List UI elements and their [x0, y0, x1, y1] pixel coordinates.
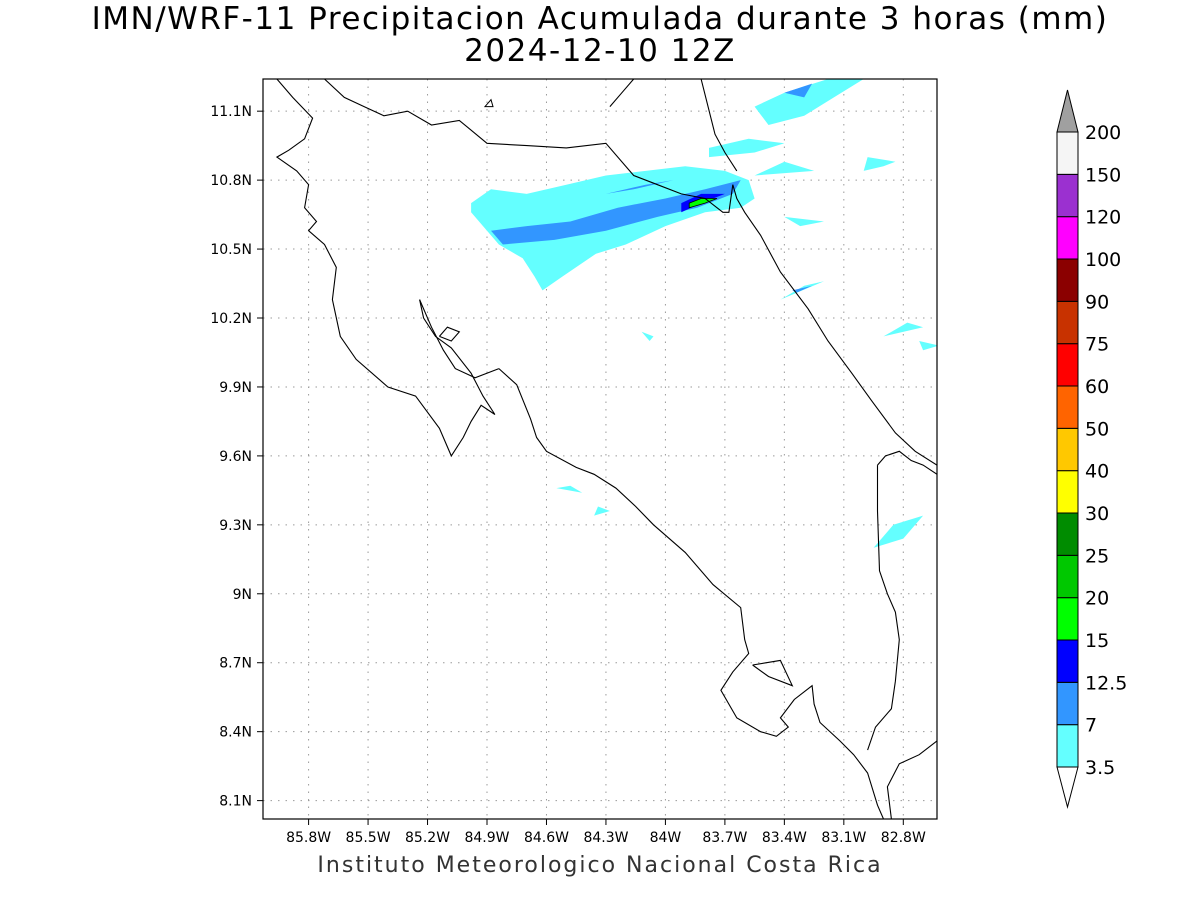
legend-level-label: 30 — [1085, 503, 1109, 525]
islet-outline — [483, 98, 494, 108]
legend-color-box — [1056, 427, 1079, 472]
y-tick-label: 8.4N — [219, 725, 252, 741]
y-tick-label: 9.3N — [219, 518, 252, 534]
legend-color-box — [1056, 639, 1079, 683]
legend-level-label: 12.5 — [1085, 672, 1127, 694]
coastline — [275, 79, 496, 458]
precip-area-15-20mm — [688, 198, 718, 209]
y-tick-label: 9N — [233, 587, 252, 603]
precip-area-3_5-7mm — [556, 485, 583, 493]
x-tick-label: 84.3W — [583, 830, 628, 846]
footer-credit: Instituto Meteorologico Nacional Costa R… — [317, 853, 883, 878]
legend-level-label: 100 — [1085, 249, 1121, 271]
precip-area-7-12_5mm — [784, 83, 813, 98]
coastline — [877, 450, 937, 475]
x-tick-label: 83.7W — [702, 830, 747, 846]
legend-level-label: 90 — [1085, 291, 1109, 313]
x-tick-label: 83.1W — [821, 830, 866, 846]
legend-color-box — [1056, 300, 1079, 345]
legend-color-box — [1056, 131, 1079, 175]
precip-area-3_5-7mm — [754, 161, 815, 176]
precip-area-7-12_5mm — [792, 285, 813, 293]
legend-level-label: 75 — [1085, 334, 1109, 356]
legend-arrow-low — [1056, 766, 1079, 809]
x-tick-label: 85.2W — [405, 830, 450, 846]
precip-area-3_5-7mm — [594, 506, 610, 516]
x-tick-label: 82.8W — [881, 830, 926, 846]
y-tick-label: 10.2N — [210, 311, 252, 327]
precip-area-3_5-7mm — [863, 157, 896, 171]
map-frame — [262, 78, 938, 820]
legend-level-label: 7 — [1085, 715, 1097, 737]
y-tick-label: 10.8N — [210, 173, 252, 189]
x-tick-label: 84.6W — [524, 830, 569, 846]
precip-area-3_5-7mm — [709, 138, 785, 158]
legend-color-box — [1056, 385, 1079, 429]
legend-level-label: 50 — [1085, 418, 1109, 440]
color-legend: 3.5 7 12.5 15 20 25 30 40 50 60 75 90 100 120 150 200 — [1056, 89, 1127, 809]
precip-area-3_5-7mm — [784, 216, 824, 227]
legend-color-box — [1056, 173, 1079, 218]
coastline — [498, 368, 937, 819]
coastline — [700, 79, 738, 172]
coastline — [609, 79, 635, 107]
y-tick-label: 10.5N — [210, 242, 252, 258]
x-axis-ticks: 85.8W 85.5W 85.2W 84.9W 84.6W 84.3W 84W 83.7W 83… — [286, 819, 926, 846]
precipitation-layer — [471, 79, 937, 548]
legend-color-box — [1056, 681, 1079, 726]
x-tick-label: 85.8W — [286, 830, 331, 846]
legend-color-box — [1056, 597, 1079, 641]
legend-level-label: 15 — [1085, 630, 1109, 652]
x-tick-label: 85.5W — [346, 830, 391, 846]
precip-area-3_5-7mm — [754, 79, 864, 125]
legend-level-label: 3.5 — [1085, 757, 1115, 779]
precip-area-7-12_5mm — [605, 180, 674, 194]
y-tick-label: 11.1N — [210, 104, 252, 120]
legend-color-box — [1056, 343, 1079, 387]
coastline — [438, 326, 461, 342]
precip-area-7-12_5mm — [491, 180, 741, 245]
y-axis-ticks: 11.1N 10.8N 10.5N 10.2N 9.9N 9.6N 9.3N 9N 8.7N 8.… — [210, 104, 263, 810]
precip-area-12_5-15mm — [681, 193, 725, 213]
y-tick-label: 9.9N — [219, 380, 252, 396]
legend-color-box — [1056, 216, 1079, 260]
precip-area-3_5-7mm — [780, 281, 824, 300]
coastline — [867, 465, 900, 751]
legend-level-label: 20 — [1085, 588, 1109, 610]
x-tick-label: 84.9W — [464, 830, 509, 846]
x-tick-label: 84W — [650, 830, 682, 846]
legend-level-label: 150 — [1085, 164, 1121, 186]
coastline-layer — [275, 79, 937, 819]
legend-color-box — [1056, 470, 1079, 514]
legend-arrow-high — [1056, 89, 1079, 133]
chart-title: IMN/WRF-11 Precipitacion Acumulada duran… — [91, 1, 1109, 37]
coastline — [324, 79, 937, 466]
y-tick-label: 8.1N — [219, 794, 252, 810]
precip-area-3_5-7mm — [641, 331, 654, 341]
chart-subtitle-date: 2024-12-10 12Z — [464, 33, 736, 69]
legend-level-label: 60 — [1085, 376, 1109, 398]
legend-level-label: 200 — [1085, 122, 1121, 144]
legend-color-box — [1056, 512, 1079, 556]
coastline — [752, 659, 794, 687]
legend-color-box — [1056, 258, 1079, 302]
precip-area-3_5-7mm — [919, 341, 937, 351]
legend-level-label: 40 — [1085, 461, 1109, 483]
y-tick-label: 8.7N — [219, 656, 252, 672]
precip-area-3_5-7mm — [883, 322, 924, 337]
legend-level-label: 25 — [1085, 545, 1109, 567]
legend-color-box — [1056, 724, 1079, 768]
coastline — [419, 299, 500, 379]
y-tick-label: 9.6N — [219, 449, 252, 465]
legend-color-box — [1056, 554, 1079, 599]
x-tick-label: 83.4W — [762, 830, 807, 846]
precip-area-3_5-7mm — [873, 515, 924, 548]
legend-level-label: 120 — [1085, 207, 1121, 229]
